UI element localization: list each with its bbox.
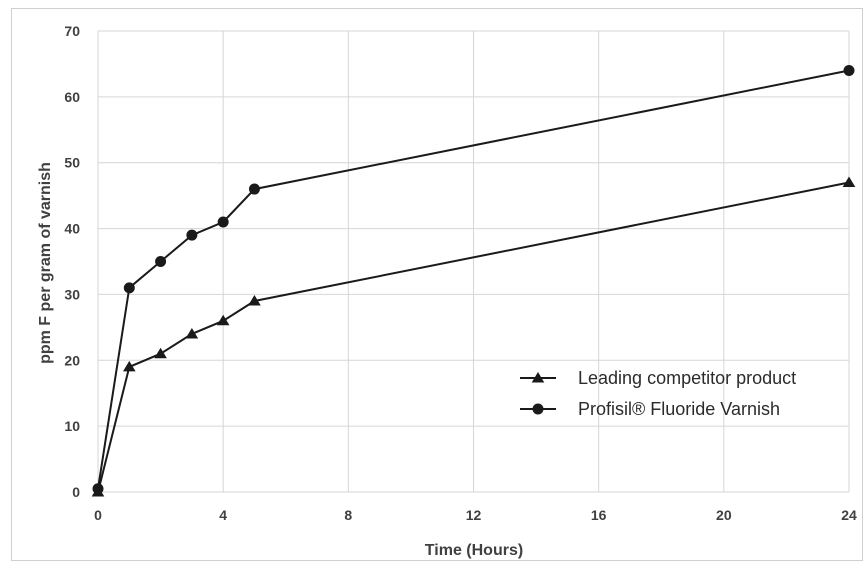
y-tick-label-4: 40 (64, 221, 80, 237)
legend-item-1: Profisil® Fluoride Varnish (520, 399, 780, 419)
y-tick-label-2: 20 (64, 352, 80, 368)
y-tick-label-3: 30 (64, 286, 80, 302)
x-tick-label-4: 16 (591, 507, 607, 523)
series-group (91, 65, 856, 497)
series-1-point-0 (92, 483, 104, 495)
y-axis-title: ppm F per gram of varnish (37, 162, 54, 364)
series-1-point-2 (155, 256, 167, 267)
x-axis-title: Time (Hours) (425, 542, 523, 559)
series-0-point-6 (842, 176, 856, 187)
x-tick-label-2: 8 (344, 507, 352, 523)
series-1-point-4 (217, 216, 229, 228)
y-tick-label-6: 60 (64, 89, 80, 105)
y-tick-label-1: 10 (64, 418, 80, 434)
series-0-point-1 (122, 360, 136, 372)
series-0 (91, 176, 856, 497)
y-tick-label-0: 0 (72, 484, 80, 500)
x-tick-label-1: 4 (219, 507, 227, 523)
legend-label-1: Profisil® Fluoride Varnish (578, 399, 780, 419)
series-1-point-6 (843, 65, 855, 77)
chart-frame (11, 8, 863, 561)
series-0-point-2 (154, 347, 167, 359)
y-tick-label-5: 50 (64, 155, 80, 171)
x-tick-label-3: 12 (466, 507, 482, 523)
x-tick-label-5: 20 (716, 507, 732, 523)
legend: Leading competitor product Profisil® Fluo… (520, 368, 796, 419)
legend-marker-0 (531, 372, 545, 383)
gridlines (97, 30, 850, 493)
y-tick-label-7: 70 (64, 23, 80, 39)
series-0-point-3 (185, 327, 199, 339)
x-tick-label-0: 0 (94, 507, 102, 523)
series-0-point-5 (248, 295, 261, 306)
series-1-point-3 (186, 229, 198, 241)
legend-marker-1 (532, 403, 544, 415)
x-tick-label-6: 24 (841, 507, 857, 523)
series-1 (92, 65, 855, 495)
series-0-point-4 (216, 314, 230, 326)
legend-label-0: Leading competitor product (578, 368, 796, 388)
x-axis-ticks: 0 4 8 12 16 20 24 (94, 507, 857, 523)
series-1-point-1 (123, 282, 135, 294)
legend-item-0: Leading competitor product (520, 368, 796, 388)
y-axis-ticks: 0 10 20 30 40 50 60 70 (64, 23, 80, 500)
series-1-point-5 (248, 183, 260, 195)
